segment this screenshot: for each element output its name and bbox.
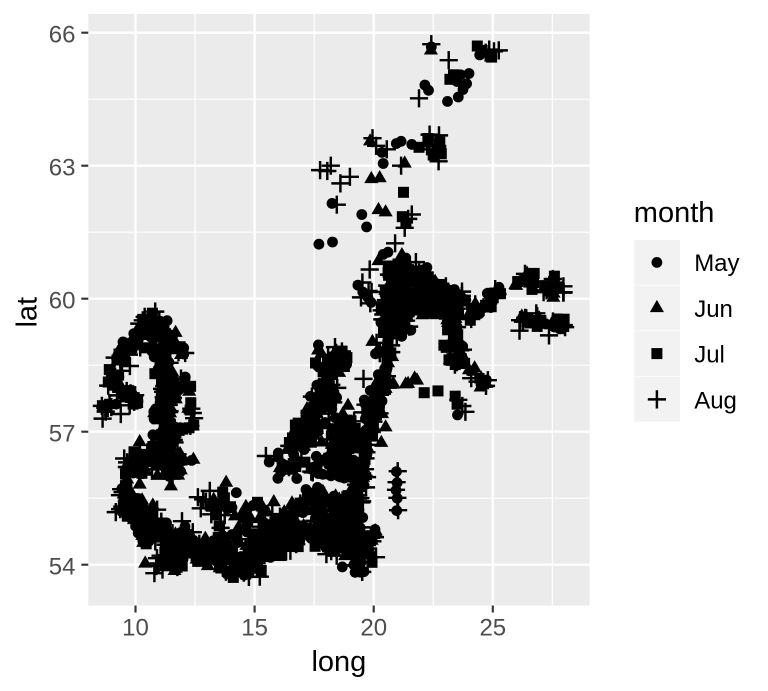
svg-text:May: May <box>694 250 739 277</box>
svg-text:Aug: Aug <box>694 387 737 414</box>
svg-text:lat: lat <box>11 297 43 328</box>
svg-text:20: 20 <box>360 615 387 642</box>
svg-text:long: long <box>311 646 366 678</box>
svg-text:15: 15 <box>241 615 268 642</box>
svg-text:month: month <box>634 197 715 229</box>
svg-text:54: 54 <box>49 554 76 581</box>
svg-text:10: 10 <box>122 615 149 642</box>
svg-text:60: 60 <box>49 288 76 315</box>
svg-text:Jul: Jul <box>694 342 725 369</box>
svg-text:25: 25 <box>479 615 506 642</box>
svg-text:Jun: Jun <box>694 296 733 323</box>
svg-text:66: 66 <box>49 22 76 49</box>
svg-text:63: 63 <box>49 155 76 182</box>
svg-text:57: 57 <box>49 421 76 448</box>
